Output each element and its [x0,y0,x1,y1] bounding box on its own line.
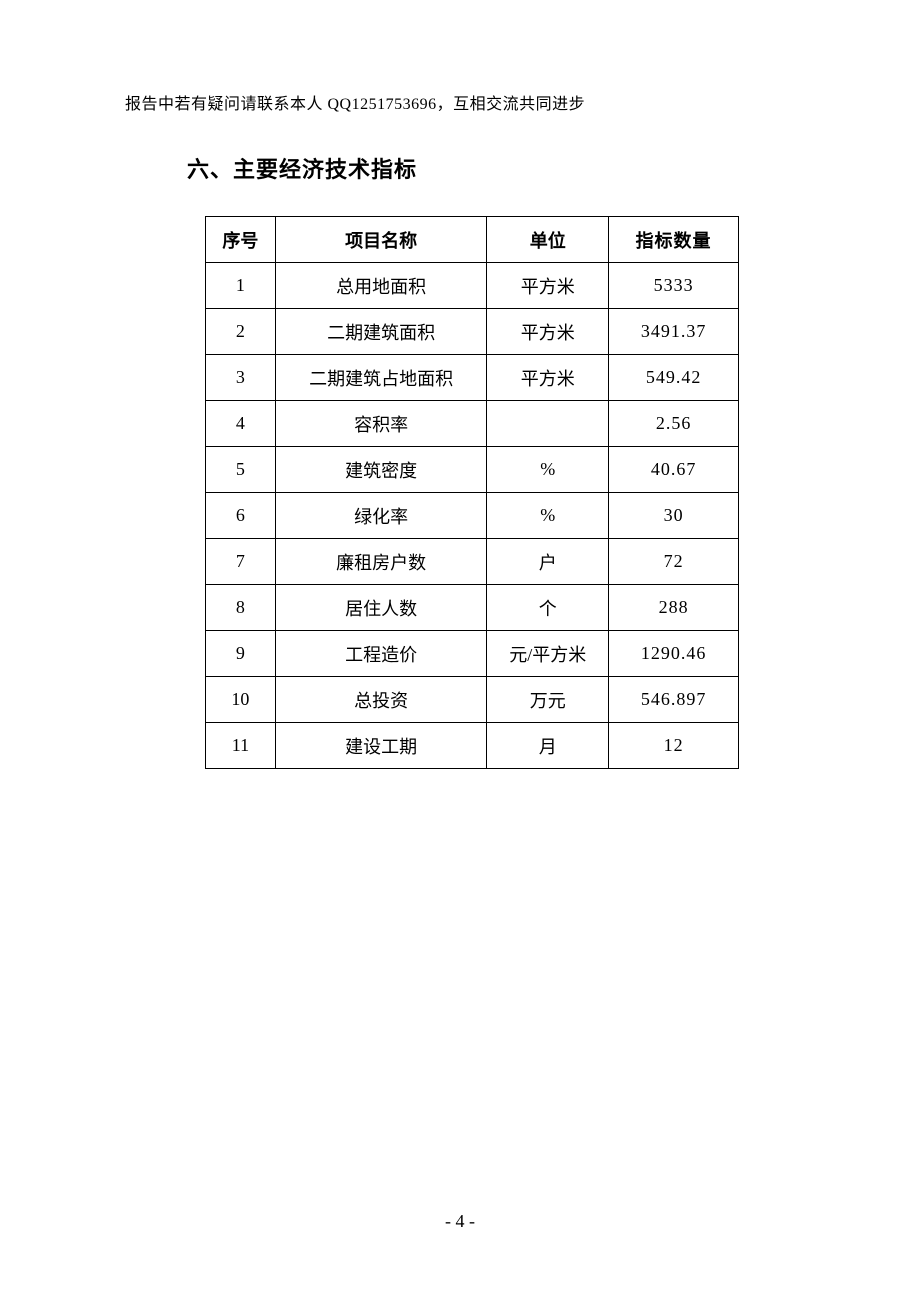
cell-index: 6 [206,493,276,539]
cell-index: 11 [206,723,276,769]
col-header-value: 指标数量 [609,217,739,263]
cell-unit: 户 [487,539,609,585]
table-row: 2 二期建筑面积 平方米 3491.37 [206,309,739,355]
cell-name: 居住人数 [275,585,487,631]
cell-index: 8 [206,585,276,631]
cell-unit: 平方米 [487,355,609,401]
table-row: 5 建筑密度 % 40.67 [206,447,739,493]
cell-index: 10 [206,677,276,723]
cell-value: 3491.37 [609,309,739,355]
cell-name: 建设工期 [275,723,487,769]
cell-name: 绿化率 [275,493,487,539]
cell-value: 288 [609,585,739,631]
cell-index: 9 [206,631,276,677]
col-header-unit: 单位 [487,217,609,263]
table-body: 1 总用地面积 平方米 5333 2 二期建筑面积 平方米 3491.37 3 … [206,263,739,769]
table-row: 4 容积率 2.56 [206,401,739,447]
cell-index: 4 [206,401,276,447]
cell-value: 30 [609,493,739,539]
table-row: 3 二期建筑占地面积 平方米 549.42 [206,355,739,401]
table-row: 11 建设工期 月 12 [206,723,739,769]
table-header-row: 序号 项目名称 单位 指标数量 [206,217,739,263]
table-row: 1 总用地面积 平方米 5333 [206,263,739,309]
cell-value: 40.67 [609,447,739,493]
table-row: 7 廉租房户数 户 72 [206,539,739,585]
cell-index: 1 [206,263,276,309]
cell-value: 2.56 [609,401,739,447]
cell-name: 总投资 [275,677,487,723]
cell-name: 总用地面积 [275,263,487,309]
cell-index: 5 [206,447,276,493]
page-number: - 4 - [0,1211,920,1232]
cell-value: 72 [609,539,739,585]
cell-unit: 平方米 [487,309,609,355]
table-row: 8 居住人数 个 288 [206,585,739,631]
cell-name: 容积率 [275,401,487,447]
cell-value: 5333 [609,263,739,309]
indicators-table: 序号 项目名称 单位 指标数量 1 总用地面积 平方米 5333 2 二期建筑面… [205,216,739,769]
table-row: 6 绿化率 % 30 [206,493,739,539]
cell-unit: 月 [487,723,609,769]
table-wrapper: 序号 项目名称 单位 指标数量 1 总用地面积 平方米 5333 2 二期建筑面… [205,216,795,769]
cell-name: 二期建筑占地面积 [275,355,487,401]
cell-unit: 元/平方米 [487,631,609,677]
cell-value: 546.897 [609,677,739,723]
col-header-index: 序号 [206,217,276,263]
cell-name: 建筑密度 [275,447,487,493]
cell-value: 549.42 [609,355,739,401]
col-header-name: 项目名称 [275,217,487,263]
cell-value: 1290.46 [609,631,739,677]
table-row: 9 工程造价 元/平方米 1290.46 [206,631,739,677]
cell-unit: 平方米 [487,263,609,309]
cell-unit: 万元 [487,677,609,723]
cell-name: 工程造价 [275,631,487,677]
header-note: 报告中若有疑问请联系本人 QQ1251753696，互相交流共同进步 [125,90,795,114]
cell-unit: 个 [487,585,609,631]
cell-name: 二期建筑面积 [275,309,487,355]
cell-index: 3 [206,355,276,401]
section-title: 六、主要经济技术指标 [187,152,795,184]
table-row: 10 总投资 万元 546.897 [206,677,739,723]
cell-name: 廉租房户数 [275,539,487,585]
cell-unit [487,401,609,447]
cell-unit: % [487,493,609,539]
cell-index: 7 [206,539,276,585]
cell-value: 12 [609,723,739,769]
cell-unit: % [487,447,609,493]
cell-index: 2 [206,309,276,355]
